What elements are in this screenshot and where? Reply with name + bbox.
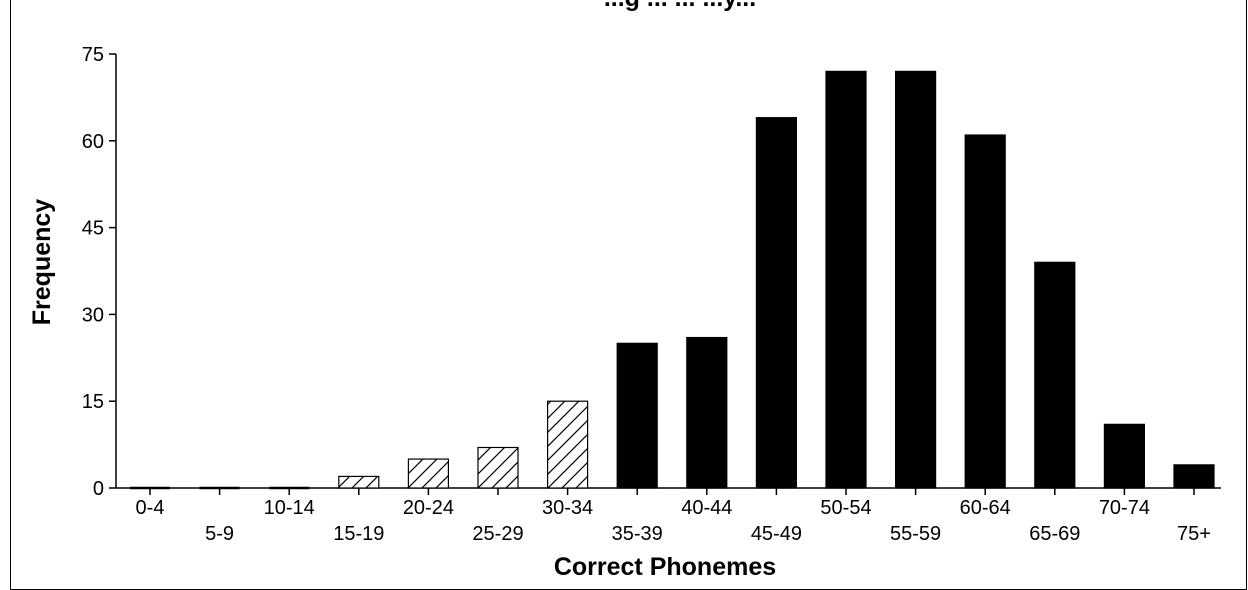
bar <box>894 70 937 489</box>
bar <box>616 342 658 489</box>
x-tick-label: 15-19 <box>333 523 384 545</box>
x-tick-label: 40-44 <box>681 497 732 519</box>
y-tick-label: 0 <box>93 478 104 500</box>
bar <box>755 117 798 489</box>
bar <box>1034 261 1076 489</box>
bar <box>407 458 449 489</box>
x-tick-label: 65-69 <box>1029 523 1080 545</box>
y-tick-label: 60 <box>82 131 104 153</box>
chart-svg: ...g ... ... ...y... 0 15 30 45 60 75 0-4 5-9 1… <box>28 0 1221 578</box>
bar <box>338 475 380 489</box>
x-tick-label: 10-14 <box>264 497 315 519</box>
x-axis-title: Correct Phonemes <box>554 553 776 578</box>
x-tick-label: 20-24 <box>403 497 454 519</box>
x-tick-label: 30-34 <box>542 497 593 519</box>
bar <box>477 446 519 489</box>
x-tick-label: 55-59 <box>890 523 941 545</box>
x-tick-label: 75+ <box>1177 523 1211 545</box>
x-tick-label: 0-4 <box>136 497 165 519</box>
x-tick-label: 50-54 <box>820 497 871 519</box>
chart-title: ...g ... ... ...y... <box>604 0 756 12</box>
x-tick-label: 70-74 <box>1099 497 1150 519</box>
bar <box>825 70 867 489</box>
y-tick-label: 45 <box>82 218 104 240</box>
x-tick-label: 60-64 <box>960 497 1011 519</box>
y-tick-label: 30 <box>82 304 104 326</box>
x-tick-label: 5-9 <box>205 523 234 545</box>
bar <box>686 336 728 489</box>
x-tick-label: 35-39 <box>612 523 663 545</box>
x-axis: 0-4 5-9 10-14 15-19 20-24 25-29 30-34 35-39 40-4… <box>116 487 1221 545</box>
y-tick-label: 15 <box>82 391 104 413</box>
y-tick-label: 75 <box>82 44 104 66</box>
x-tick-label: 45-49 <box>751 523 802 545</box>
bar <box>1103 423 1146 489</box>
y-axis: 0 15 30 45 60 75 <box>82 44 117 500</box>
bar <box>1173 464 1215 489</box>
x-tick-label: 25-29 <box>472 523 523 545</box>
bar <box>964 134 1006 489</box>
y-axis-title: Frequency <box>28 199 56 326</box>
bar <box>546 400 589 489</box>
bars <box>130 70 1215 490</box>
